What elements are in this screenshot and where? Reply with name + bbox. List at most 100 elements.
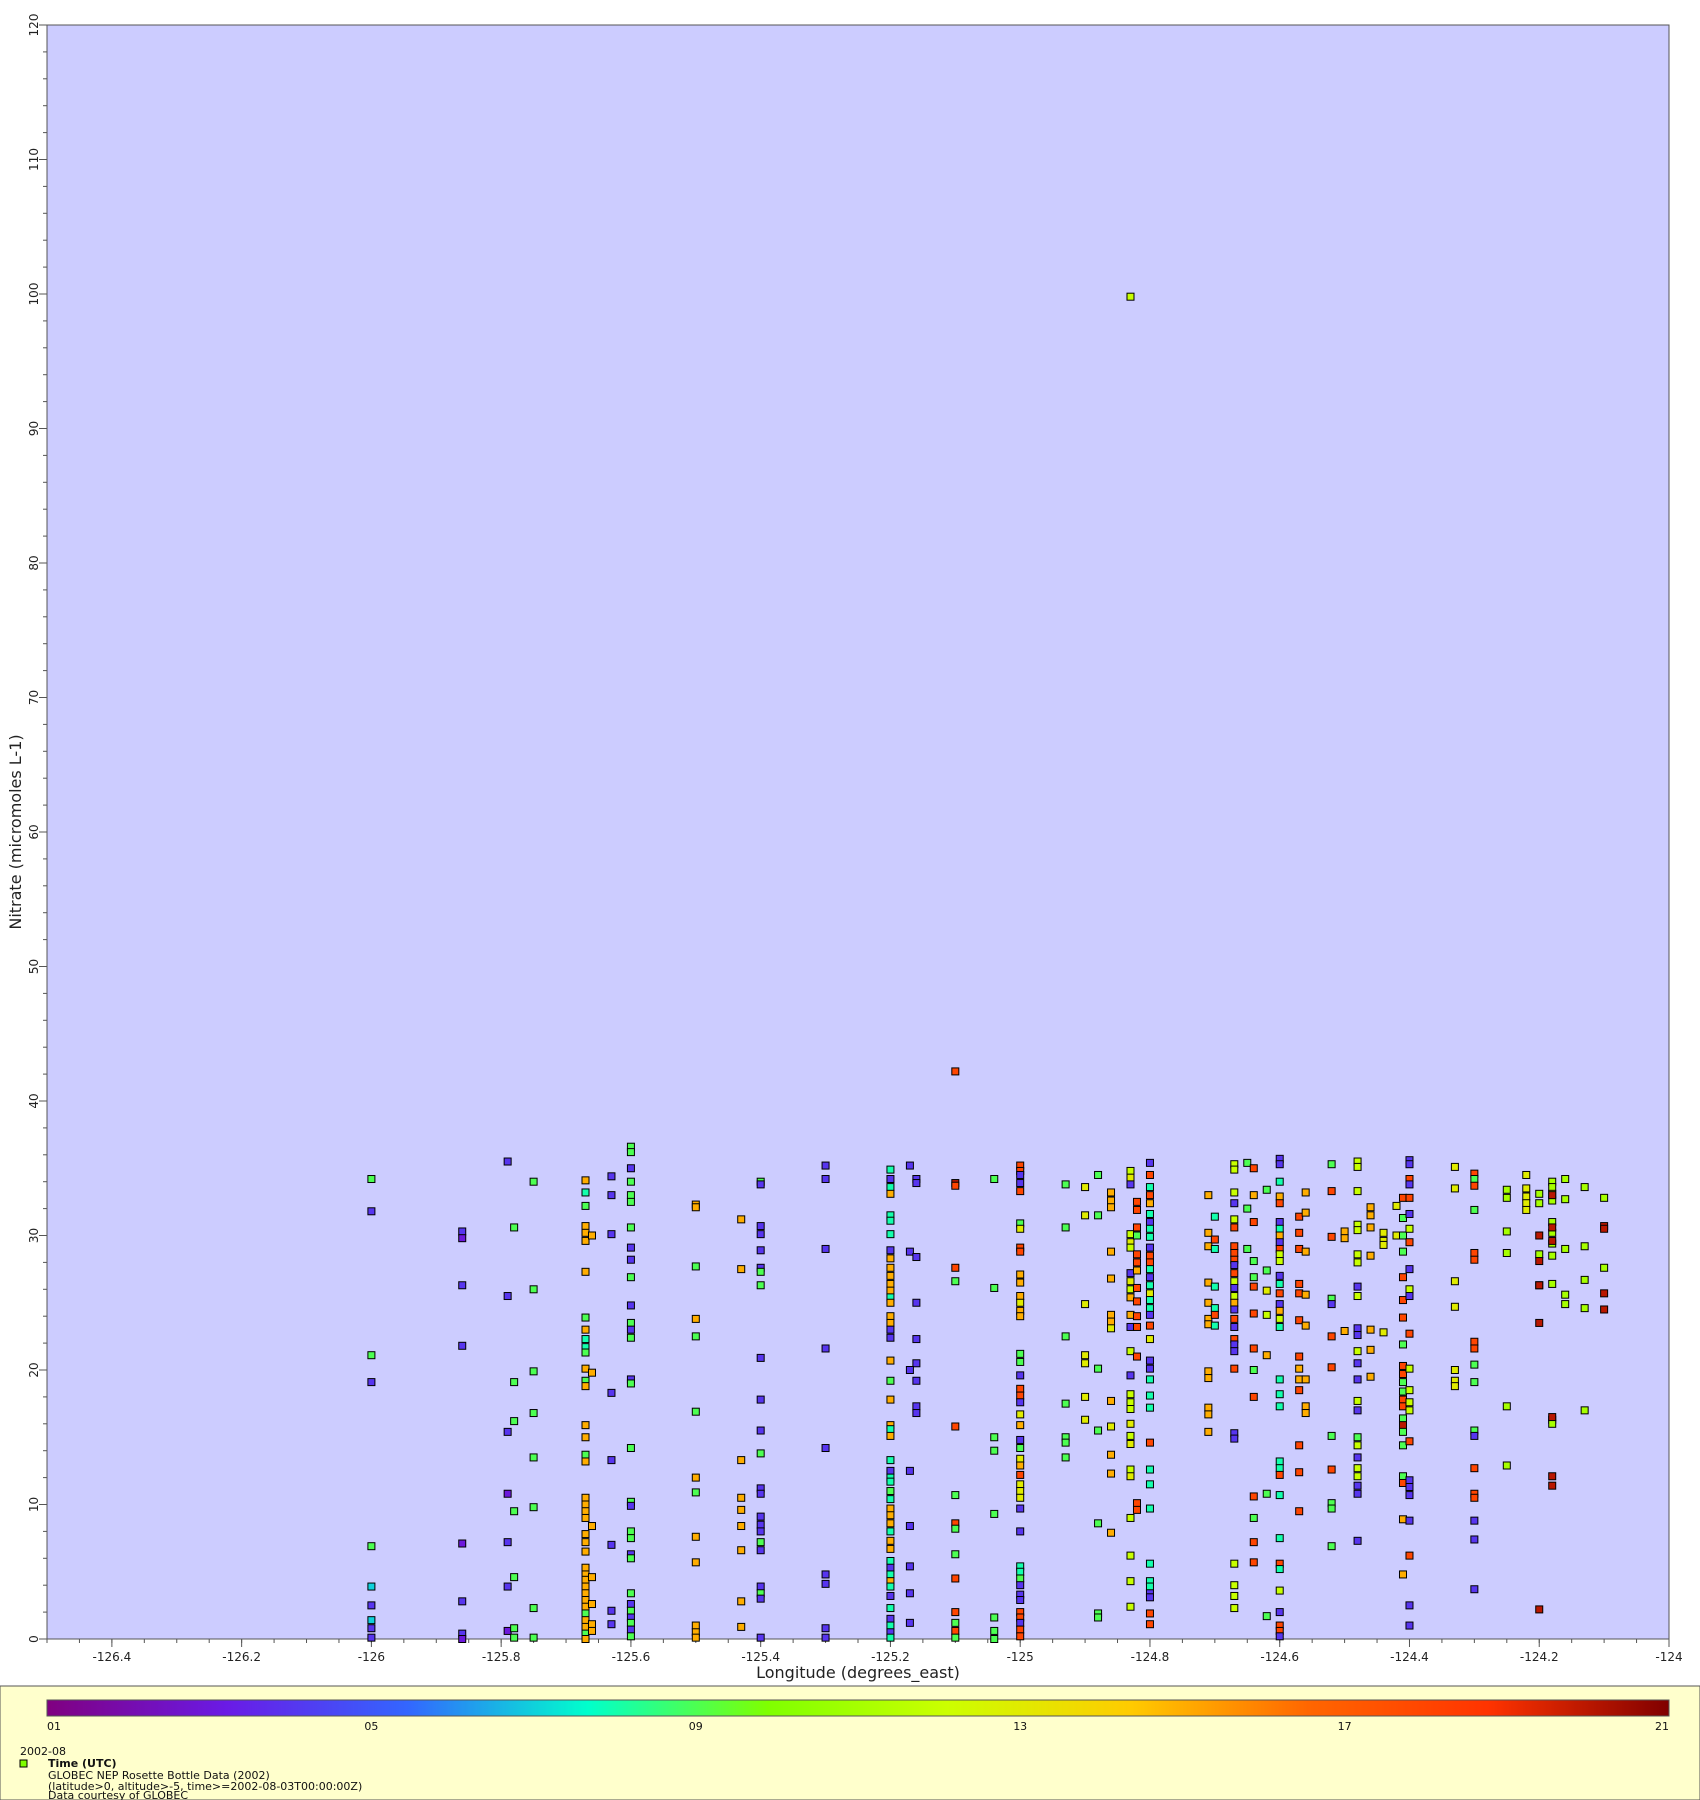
data-point [1535, 1250, 1544, 1259]
data-point [1405, 1180, 1414, 1189]
data-point [905, 1618, 914, 1627]
data-point [1295, 1279, 1304, 1288]
data-point [886, 1183, 895, 1192]
data-point [1249, 1513, 1258, 1522]
data-point [529, 1367, 538, 1376]
data-point [737, 1522, 746, 1531]
data-point [1132, 1205, 1141, 1214]
data-point [990, 1626, 999, 1635]
data-points [367, 292, 1609, 1643]
y-tick-label: 50 [27, 959, 41, 974]
data-point [1379, 1328, 1388, 1337]
data-point [503, 1489, 512, 1498]
data-point [1230, 1277, 1239, 1286]
data-point [990, 1613, 999, 1622]
data-point [581, 1575, 590, 1584]
data-point [1016, 1398, 1025, 1407]
y-tick-label: 10 [27, 1497, 41, 1512]
data-point [1398, 1231, 1407, 1240]
data-point [626, 1632, 635, 1641]
data-point [1107, 1450, 1116, 1459]
data-point [1016, 1581, 1025, 1590]
data-point [821, 1175, 830, 1184]
data-point [607, 1606, 616, 1615]
data-point [1502, 1227, 1511, 1236]
data-point [1353, 1481, 1362, 1490]
data-point [1132, 1297, 1141, 1306]
data-point [510, 1378, 519, 1387]
data-point [1016, 1480, 1025, 1489]
data-point [1580, 1242, 1589, 1251]
data-point [1016, 1567, 1025, 1576]
data-point [1230, 1340, 1239, 1349]
legend-marker [19, 1759, 28, 1768]
data-point [1210, 1235, 1219, 1244]
data-point [886, 1477, 895, 1486]
data-point [581, 1236, 590, 1245]
data-point [581, 1421, 590, 1430]
data-point [691, 1314, 700, 1323]
data-point [912, 1402, 921, 1411]
data-point [510, 1223, 519, 1232]
data-point [1132, 1312, 1141, 1321]
data-point [1470, 1493, 1479, 1502]
data-point [626, 1618, 635, 1627]
data-point [1243, 1158, 1252, 1167]
data-point [626, 1148, 635, 1157]
data-point [1522, 1192, 1531, 1201]
data-point [1249, 1366, 1258, 1374]
x-tick-label: -124.2 [1520, 1650, 1559, 1664]
data-point [1405, 1193, 1414, 1202]
legend-constraints: (latitude>0, altitude>-5, time>=2002-08-… [48, 1780, 362, 1793]
data-point [1535, 1231, 1544, 1240]
data-point [737, 1505, 746, 1514]
data-point [886, 1356, 895, 1365]
data-point [1107, 1310, 1116, 1319]
data-point [1275, 1322, 1284, 1331]
data-point [1249, 1191, 1258, 1200]
data-point [1398, 1361, 1407, 1370]
data-point [1107, 1528, 1116, 1537]
legend-period: 2002-08 [20, 1745, 66, 1758]
data-point [607, 1620, 616, 1629]
data-point [1230, 1215, 1239, 1224]
data-point [581, 1457, 590, 1466]
data-point [1230, 1559, 1239, 1568]
data-point [951, 1550, 960, 1559]
data-point [1262, 1489, 1271, 1498]
data-point [1016, 1454, 1025, 1463]
x-tick-label: -125.4 [741, 1650, 780, 1664]
x-axis-title: Longitude (degrees_east) [756, 1663, 960, 1683]
data-point [756, 1267, 765, 1276]
data-point [1405, 1209, 1414, 1218]
data-point [886, 1246, 895, 1255]
data-point [1016, 1357, 1025, 1366]
data-point [1548, 1251, 1557, 1260]
data-point [912, 1409, 921, 1418]
data-point [1398, 1193, 1407, 1202]
y-tick-label: 100 [27, 283, 41, 306]
data-point [1600, 1263, 1609, 1272]
data-point [1126, 1243, 1135, 1252]
data-point [1145, 1609, 1154, 1618]
data-point [1295, 1507, 1304, 1516]
data-point [1470, 1175, 1479, 1184]
data-point [1327, 1465, 1336, 1474]
data-point [1327, 1232, 1336, 1241]
data-point [1353, 1292, 1362, 1301]
data-point [1126, 292, 1135, 301]
data-point [1275, 1160, 1284, 1169]
data-point [1061, 1453, 1070, 1462]
data-point [1016, 1574, 1025, 1583]
data-point [1230, 1242, 1239, 1251]
data-point [886, 1254, 895, 1263]
data-point [990, 1446, 999, 1455]
data-point [587, 1573, 596, 1582]
data-point [1145, 1281, 1154, 1290]
data-point [912, 1376, 921, 1385]
data-point [1301, 1290, 1310, 1299]
data-point [1405, 1224, 1414, 1233]
data-point [1405, 1621, 1414, 1630]
data-point [1132, 1352, 1141, 1361]
data-point [581, 1616, 590, 1625]
